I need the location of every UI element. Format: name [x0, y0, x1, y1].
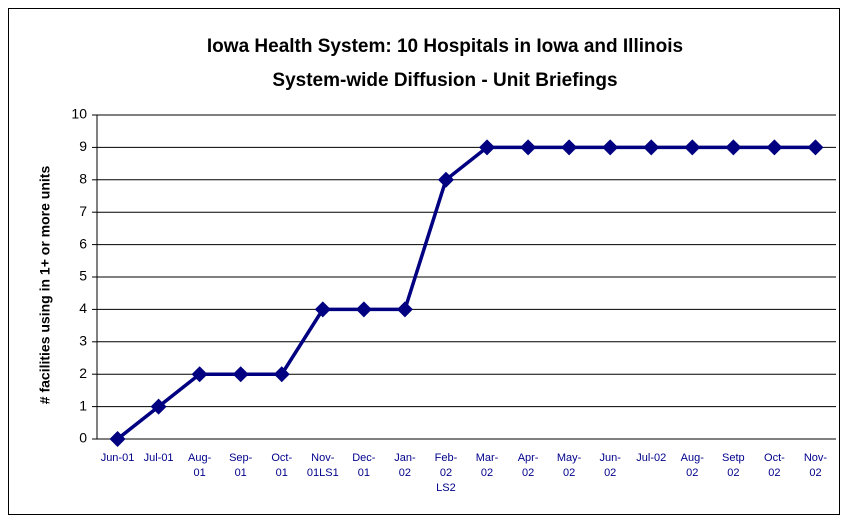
marker — [191, 366, 208, 383]
x-tick-label: Nov- 01LS1 — [306, 452, 339, 479]
x-tick-label: Setp 02 — [722, 452, 745, 479]
y-tick-label: 0 — [79, 430, 87, 446]
x-tick-label: Oct- 02 — [764, 452, 785, 479]
marker — [561, 139, 578, 156]
marker — [725, 139, 742, 156]
marker — [437, 171, 454, 188]
y-tick-label: 5 — [79, 268, 87, 284]
y-tick-label: 1 — [79, 397, 87, 413]
y-tick-label: 8 — [79, 171, 87, 187]
x-tick-label: Jun- 02 — [599, 452, 621, 479]
x-tick-label: Nov- 02 — [803, 452, 828, 479]
x-tick-label: Sep- 01 — [229, 452, 253, 479]
marker — [684, 139, 701, 156]
y-tick-label: 10 — [71, 106, 87, 122]
y-tick-label: 2 — [79, 365, 87, 381]
x-tick-label: Apr- 02 — [517, 452, 539, 479]
x-tick-label: May- 02 — [556, 452, 582, 479]
y-tick-label: 9 — [79, 138, 87, 154]
x-tick-label: Jan- 02 — [394, 452, 416, 479]
marker — [273, 366, 290, 383]
marker — [232, 366, 249, 383]
x-tick-label: Aug- 02 — [680, 452, 704, 479]
x-tick-label: Jul-02 — [636, 452, 667, 464]
y-tick-label: 4 — [79, 300, 87, 316]
marker — [314, 301, 331, 318]
marker — [807, 139, 824, 156]
frame — [8, 8, 840, 515]
marker — [150, 398, 167, 415]
y-tick-label: 7 — [79, 203, 87, 219]
y-tick-label: 3 — [79, 333, 87, 349]
marker — [479, 139, 496, 156]
marker — [109, 431, 126, 447]
x-tick-label: Oct- 01 — [271, 452, 293, 479]
x-tick-label: Jun-01 — [100, 452, 135, 464]
marker — [766, 139, 783, 156]
marker — [355, 301, 372, 318]
x-tick-label: Mar- 02 — [475, 452, 499, 479]
marker — [396, 301, 413, 318]
marker — [602, 139, 619, 156]
y-tick-label: 6 — [79, 235, 87, 251]
x-tick-label: Dec- 01 — [352, 452, 376, 479]
chart-subtitle: System-wide Diffusion - Unit Briefings — [272, 70, 617, 91]
marker — [643, 139, 660, 156]
chart-title: Iowa Health System: 10 Hospitals in Iowa… — [207, 36, 683, 57]
y-axis-label: # facilities using in 1+ or more units — [37, 166, 53, 405]
marker — [520, 139, 537, 156]
x-tick-label: Feb- 02 LS2 — [434, 452, 458, 494]
x-tick-label: Aug- 01 — [188, 452, 212, 479]
x-tick-label: Jul-01 — [143, 452, 174, 464]
